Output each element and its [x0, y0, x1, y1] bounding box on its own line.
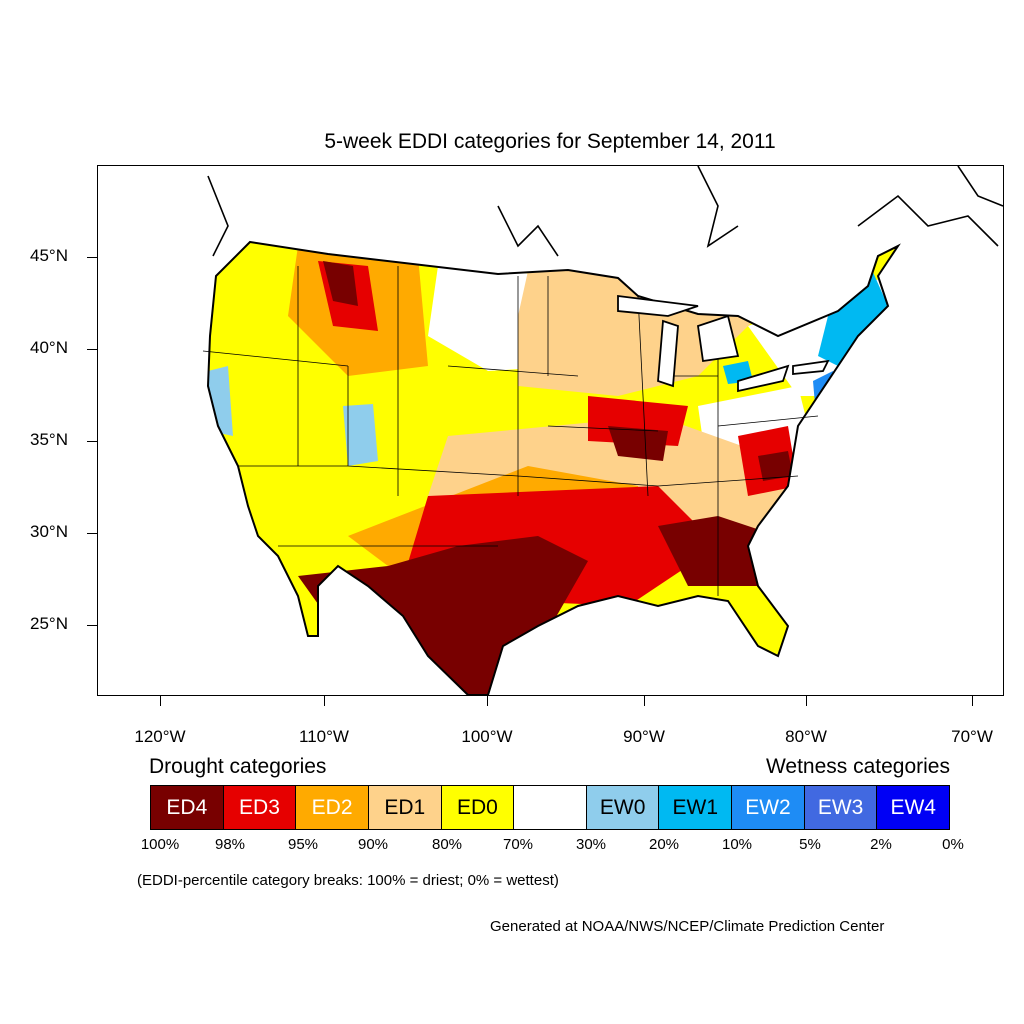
lon-tick-70w [972, 696, 973, 706]
legend-swatch-ed4: ED4 [151, 786, 224, 829]
percentile-label: 20% [648, 836, 680, 853]
legend-swatch-ew4: EW4 [877, 786, 950, 829]
lat-tick-25 [87, 625, 97, 626]
legend-swatch-ed1: ED1 [368, 786, 442, 829]
percentile-label: 100% [140, 836, 180, 853]
percentile-label: 2% [870, 836, 892, 853]
lon-label-70w: 70°W [951, 727, 993, 746]
percentile-label: 0% [942, 836, 964, 853]
drought-categories-heading: Drought categories [149, 755, 327, 778]
lon-label-90w: 90°W [623, 727, 665, 746]
percentile-label: 5% [799, 836, 821, 853]
legend-swatch-ed3: ED3 [223, 786, 297, 829]
lon-tick-110w [324, 696, 325, 706]
percentile-label: 95% [287, 836, 319, 853]
lon-tick-100w [487, 696, 488, 706]
lat-label-40: 40°N [30, 338, 68, 357]
lon-label-80w: 80°W [785, 727, 827, 746]
lon-tick-80w [806, 696, 807, 706]
lon-tick-120w [160, 696, 161, 706]
map-title: 5-week EDDI categories for September 14,… [324, 130, 776, 153]
percentile-breaks-note: (EDDI-percentile category breaks: 100% =… [137, 872, 559, 889]
legend-swatch-ew2: EW2 [732, 786, 805, 829]
percentile-label: 70% [502, 836, 534, 853]
legend-swatch-ew0: EW0 [586, 786, 660, 829]
wetness-categories-heading: Wetness categories [765, 755, 950, 778]
legend-swatch-ew1: EW1 [659, 786, 733, 829]
percentile-label: 98% [214, 836, 246, 853]
lat-label-45: 45°N [30, 246, 68, 265]
ed4-region [608, 426, 668, 461]
conus-outline [206, 240, 901, 695]
legend-swatch-ed2: ED2 [296, 786, 369, 829]
ew0-region [343, 404, 378, 466]
lon-tick-90w [644, 696, 645, 706]
map-frame [97, 165, 1004, 696]
lon-label-120w: 120°W [134, 727, 186, 746]
percentile-label: 10% [721, 836, 753, 853]
lat-label-30: 30°N [30, 522, 68, 541]
lat-label-35: 35°N [30, 430, 68, 449]
ed4-region [758, 451, 793, 481]
lon-label-100w: 100°W [461, 727, 513, 746]
ed4-region [323, 261, 358, 306]
credit-line: Generated at NOAA/NWS/NCEP/Climate Predi… [490, 918, 885, 935]
category-legend: ED4 ED3 ED2 ED1 ED0 EW0 EW1 EW2 EW3 EW4 [150, 785, 950, 830]
lat-tick-40 [87, 349, 97, 350]
lat-label-25: 25°N [30, 614, 68, 633]
lat-tick-30 [87, 533, 97, 534]
eddi-map [202, 166, 1003, 695]
legend-swatch-neutral [514, 786, 587, 829]
lat-tick-35 [87, 441, 97, 442]
percentile-label: 90% [357, 836, 389, 853]
legend-swatch-ew3: EW3 [804, 786, 878, 829]
state-boundaries [202, 266, 819, 596]
legend-swatch-ed0: ED0 [441, 786, 515, 829]
lat-tick-45 [87, 257, 97, 258]
canada-coastlines [207, 166, 1003, 257]
percentile-label: 80% [431, 836, 463, 853]
great-lakes [617, 294, 830, 393]
percentile-label: 30% [575, 836, 607, 853]
lon-label-110w: 110°W [299, 727, 349, 746]
